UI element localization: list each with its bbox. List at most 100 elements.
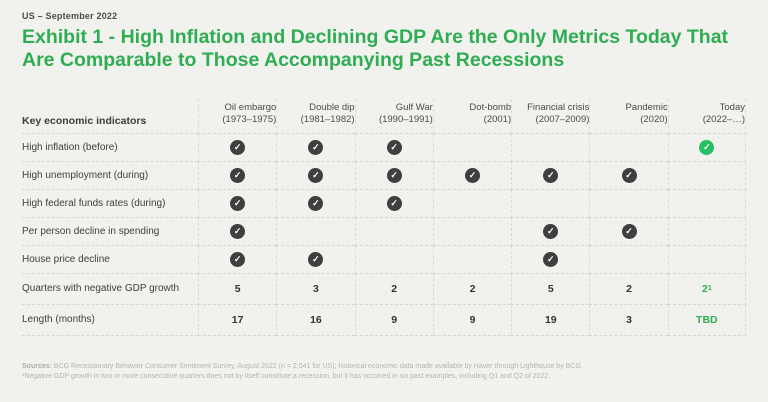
check-cell [667, 217, 746, 246]
check-icon: ✓ [230, 167, 246, 183]
row-label: Length (months) [22, 305, 198, 336]
check-cell: ✓ [354, 133, 433, 162]
check-cell [511, 189, 590, 218]
column-period: (2020) [640, 114, 668, 126]
check-cell [667, 189, 746, 218]
row-label: High federal funds rates (during) [22, 190, 198, 218]
row-label: High unemployment (during) [22, 162, 198, 190]
column-period: (1973–1975) [222, 114, 277, 126]
footer-sources-line: Sources: BCG Recessionary Behavior Consu… [22, 362, 746, 373]
check-icon: ✓ [308, 251, 324, 267]
column-name: Oil embargo [224, 101, 277, 113]
check-cell [432, 189, 512, 218]
value-cell: 16 [276, 304, 355, 336]
value-cell: 9 [354, 304, 433, 336]
check-cell [667, 245, 746, 274]
value-cell: 2 [354, 273, 433, 305]
row-label: High inflation (before) [22, 134, 198, 162]
value-cell: 3 [589, 304, 668, 336]
check-cell: ✓ [276, 161, 355, 190]
check-cell: ✓ [667, 133, 746, 162]
check-icon: ✓ [543, 167, 559, 183]
check-icon: ✓ [308, 195, 324, 211]
row-label: House price decline [22, 246, 198, 274]
check-icon: ✓ [230, 139, 246, 155]
value-cell: 2 [432, 273, 512, 305]
check-cell: ✓ [276, 189, 355, 218]
footer: Sources: BCG Recessionary Behavior Consu… [22, 362, 746, 383]
eyebrow-label: US – September 2022 [22, 11, 118, 21]
value-cell: 19 [511, 304, 590, 336]
column-name: Double dip [309, 101, 355, 113]
column-header: Financial crisis (2007–2009) [511, 98, 590, 134]
check-icon: ✓ [543, 223, 559, 239]
today-value: TBD [667, 304, 746, 336]
check-cell: ✓ [354, 189, 433, 218]
footer-footnote: ¹Negative GDP growth in two or more cons… [22, 373, 551, 381]
table: Key economic indicators Oil embargo (1973–… [22, 98, 746, 336]
check-icon: ✓ [464, 167, 480, 183]
check-cell [432, 133, 512, 162]
column-period: (2001) [483, 114, 512, 126]
check-cell: ✓ [511, 245, 590, 274]
row-label: Per person decline in spending [22, 218, 198, 246]
check-cell [589, 245, 668, 274]
check-cell: ✓ [198, 189, 277, 218]
check-cell [589, 189, 668, 218]
check-icon: ✓ [308, 139, 324, 155]
column-header: Dot-bomb (2001) [432, 98, 512, 134]
value-cell: 3 [276, 273, 355, 305]
check-cell: ✓ [198, 217, 277, 246]
check-cell: ✓ [511, 161, 590, 190]
table-header-label: Key economic indicators [22, 99, 198, 134]
check-icon: ✓ [621, 223, 637, 239]
column-name: Pandemic [625, 101, 668, 113]
row-label: Quarters with negative GDP growth [22, 274, 198, 305]
check-icon: ✓ [386, 195, 402, 211]
value-cell: 5 [511, 273, 590, 305]
check-icon: ✓ [230, 195, 246, 211]
check-icon: ✓ [308, 167, 324, 183]
column-name: Today [719, 101, 745, 113]
value-cell: 9 [432, 304, 512, 336]
check-cell: ✓ [276, 133, 355, 162]
check-cell [589, 133, 668, 162]
column-header: Oil embargo (1973–1975) [198, 98, 277, 134]
sources-text: BCG Recessionary Behavior Consumer Senti… [51, 362, 583, 370]
check-cell: ✓ [198, 161, 277, 190]
column-period: (1990–1991) [378, 114, 433, 126]
column-header: Double dip (1981–1982) [276, 98, 355, 134]
check-cell [667, 161, 746, 190]
column-period: (2007–2009) [535, 114, 590, 126]
check-cell: ✓ [589, 217, 668, 246]
column-header: Today (2022–…) [667, 98, 746, 134]
check-cell [432, 217, 512, 246]
check-cell [354, 217, 433, 246]
check-cell: ✓ [432, 161, 512, 190]
column-header: Pandemic (2020) [589, 98, 668, 134]
check-cell [432, 245, 512, 274]
value-cell: 5 [198, 273, 277, 305]
today-value-text: TBD [696, 313, 718, 326]
check-cell [354, 245, 433, 274]
check-cell: ✓ [198, 245, 277, 274]
check-cell: ✓ [589, 161, 668, 190]
check-cell: ✓ [276, 245, 355, 274]
check-cell [511, 133, 590, 162]
sources-label: Sources: [22, 362, 52, 370]
exhibit-page: US – September 2022 Exhibit 1 - High Inf… [22, 11, 746, 383]
column-period: (1981–1982) [300, 114, 355, 126]
column-period: (2022–…) [702, 114, 745, 126]
check-cell: ✓ [511, 217, 590, 246]
today-value-text: 2 [701, 282, 708, 295]
column-name: Gulf War [395, 101, 433, 113]
check-icon: ✓ [699, 139, 715, 155]
value-cell: 2 [589, 273, 668, 305]
check-icon: ✓ [230, 251, 246, 267]
check-cell: ✓ [354, 161, 433, 190]
column-header: Gulf War (1990–1991) [354, 98, 433, 134]
check-icon: ✓ [230, 223, 246, 239]
check-cell [276, 217, 355, 246]
check-icon: ✓ [621, 167, 637, 183]
